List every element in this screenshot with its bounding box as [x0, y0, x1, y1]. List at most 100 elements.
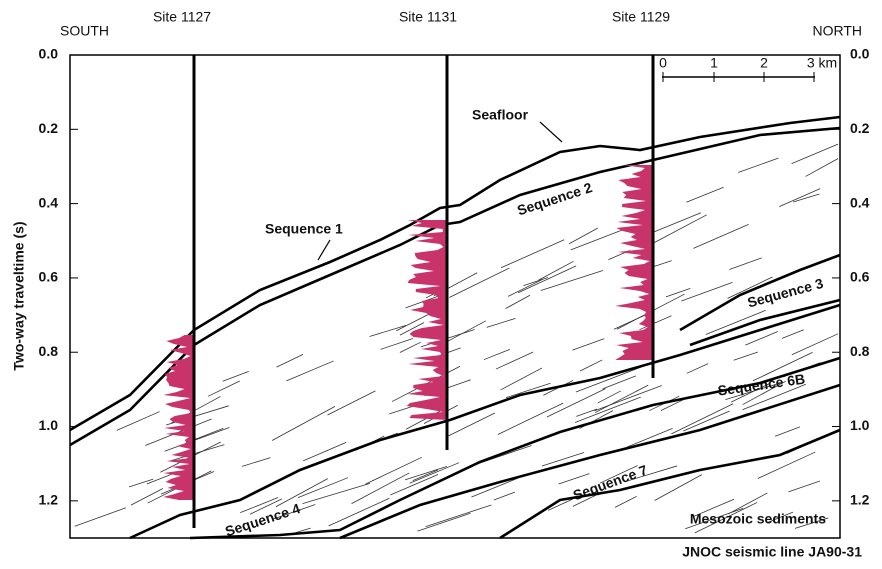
reflector	[540, 270, 604, 291]
reflector	[369, 324, 407, 337]
log	[406, 220, 447, 420]
y-tick-label: 1.0	[850, 417, 870, 433]
reflector	[693, 224, 749, 249]
y-tick-label: 0.8	[850, 343, 870, 359]
y-tick-label: 0.4	[39, 194, 59, 210]
y-tick-label: 0.4	[850, 194, 870, 210]
reflector	[686, 186, 724, 203]
reflector	[116, 411, 160, 431]
annotation: Seafloor	[472, 107, 529, 123]
reflector	[471, 477, 519, 498]
reflector	[794, 517, 829, 529]
reflector	[597, 390, 621, 404]
reflector	[404, 465, 448, 481]
reflector	[705, 309, 766, 335]
y-tick-label: 1.0	[39, 417, 59, 433]
y-tick-label: 0.8	[39, 343, 59, 359]
reflector	[399, 322, 425, 336]
reflector	[409, 462, 460, 484]
reflector	[788, 480, 821, 493]
reflector	[425, 504, 492, 528]
reflector	[729, 257, 762, 270]
reflector	[725, 382, 781, 401]
reflector	[752, 352, 813, 382]
reflector	[654, 474, 703, 501]
site-label: Site 1127	[153, 9, 211, 25]
reflector	[518, 265, 577, 294]
reflector	[694, 502, 758, 534]
scale-label: 3 km	[807, 55, 837, 71]
reflector	[558, 473, 590, 485]
y-tick-label: 0.2	[39, 120, 59, 136]
reflector	[660, 398, 687, 411]
caption: JNOC seismic line JA90-31	[682, 544, 862, 560]
reflector	[170, 444, 225, 462]
arrow	[539, 121, 563, 143]
reflector	[445, 412, 496, 438]
reflector	[728, 492, 768, 515]
north-label: NORTH	[812, 23, 862, 39]
y-tick-label: 0.0	[39, 46, 59, 62]
reflector	[495, 351, 534, 370]
reflector	[222, 371, 249, 382]
reflector	[745, 331, 778, 346]
y-tick-label: 0.6	[850, 269, 870, 285]
frame	[69, 54, 841, 539]
reflector	[665, 287, 691, 298]
reflector	[351, 472, 410, 504]
y-tick-label: 0.2	[850, 120, 870, 136]
log	[614, 165, 653, 360]
reflector	[327, 390, 376, 416]
reflector	[286, 360, 334, 382]
reflector	[579, 359, 603, 372]
y-tick-label: 0.6	[39, 269, 59, 285]
reflector	[328, 497, 390, 527]
reflector	[207, 380, 240, 397]
horizon	[679, 253, 841, 332]
reflector	[412, 469, 439, 481]
reflector	[595, 384, 649, 413]
reflector	[500, 367, 543, 391]
reflector	[417, 512, 471, 532]
reflector	[686, 363, 709, 374]
reflector	[627, 427, 673, 448]
reflector	[602, 375, 637, 390]
reflector	[128, 478, 154, 488]
horizon	[129, 303, 841, 540]
reflector	[791, 143, 839, 164]
reflector	[405, 295, 439, 309]
reflector	[130, 488, 164, 506]
reflector	[523, 277, 549, 286]
site-label: Site 1131	[399, 9, 457, 25]
axis-label: Two-way traveltime (s)	[11, 221, 27, 370]
reflector	[275, 478, 328, 508]
reflector	[240, 497, 279, 514]
reflector	[594, 385, 662, 412]
reflector	[757, 451, 816, 479]
reflector	[781, 329, 804, 339]
reflector	[297, 477, 349, 498]
reflector	[742, 380, 786, 405]
reflector	[572, 338, 605, 351]
reflector	[74, 507, 127, 527]
reflector	[766, 511, 794, 524]
reflector	[614, 495, 637, 508]
reflector	[273, 504, 316, 520]
y-tick-label: 1.2	[39, 492, 59, 508]
horizon	[69, 115, 841, 432]
reflector	[685, 507, 744, 530]
reflector	[575, 365, 644, 393]
reflector	[568, 227, 598, 245]
reflector	[276, 354, 304, 368]
reflector	[570, 226, 631, 251]
reflector	[547, 498, 573, 511]
reflector	[538, 260, 574, 281]
scale-bar: 0 1 2 3 km	[659, 55, 837, 82]
reflector	[639, 315, 672, 331]
reflector	[671, 403, 734, 435]
reflector	[399, 341, 421, 353]
arrow	[317, 239, 331, 261]
reflector	[507, 279, 543, 297]
reflector	[365, 456, 422, 485]
